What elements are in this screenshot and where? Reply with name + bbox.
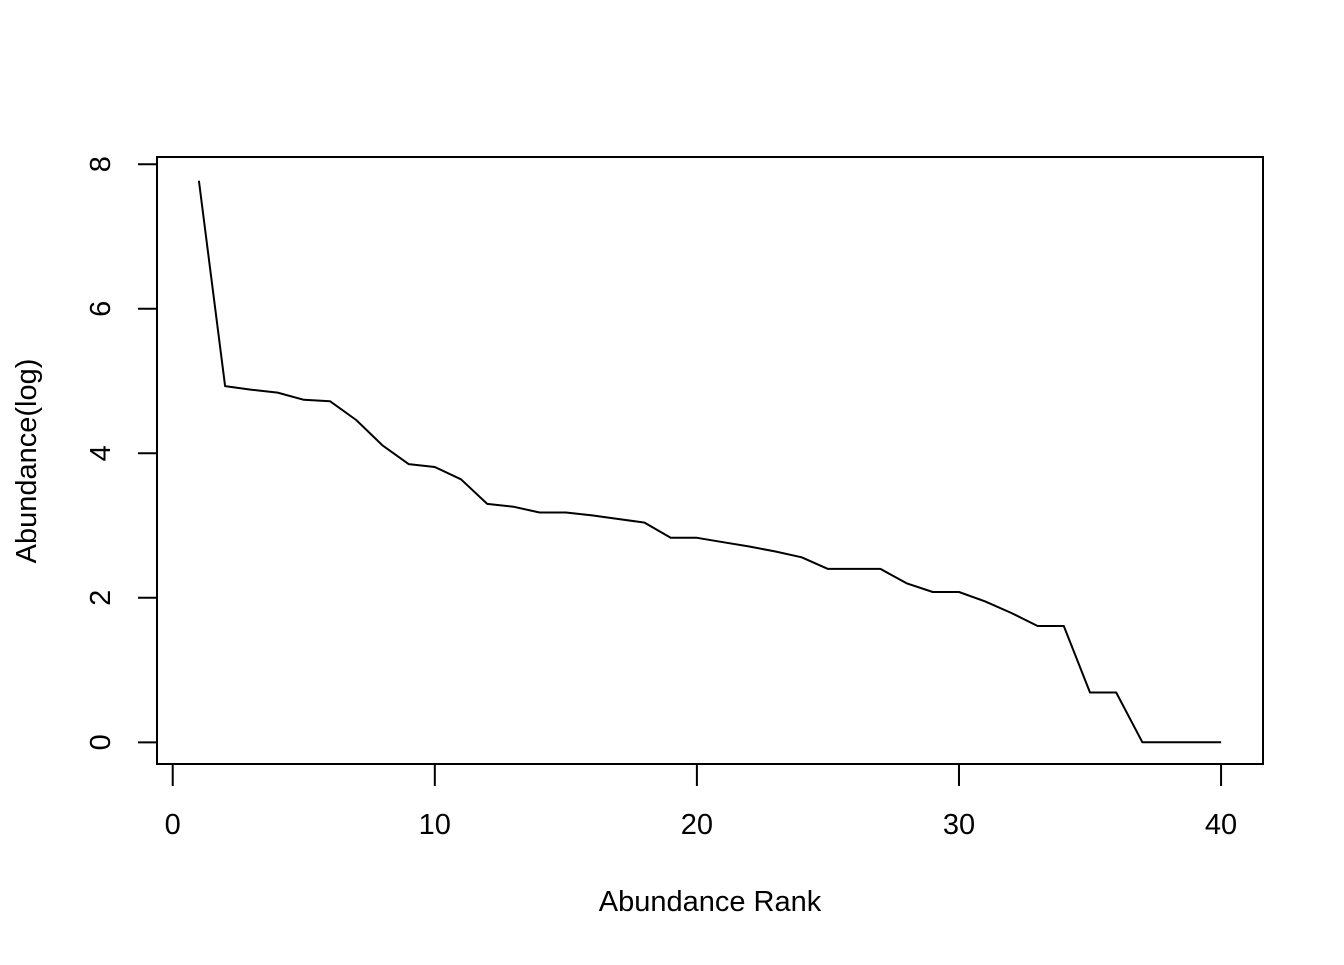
y-tick-label: 8 bbox=[85, 156, 117, 172]
y-tick-label: 6 bbox=[85, 301, 117, 317]
y-axis-label: Abundance(log) bbox=[11, 359, 43, 564]
x-axis-label: Abundance Rank bbox=[599, 886, 822, 918]
y-tick-label: 4 bbox=[85, 445, 117, 461]
x-tick-label: 0 bbox=[165, 809, 181, 841]
x-tick-label: 10 bbox=[419, 809, 451, 841]
y-tick-label: 2 bbox=[85, 590, 117, 606]
x-tick-label: 30 bbox=[943, 809, 975, 841]
x-tick-label: 20 bbox=[681, 809, 713, 841]
series-line bbox=[197, 180, 1222, 744]
series-layer bbox=[197, 180, 1222, 744]
x-tick-label: 40 bbox=[1205, 809, 1237, 841]
x-axis: 0 10 20 30 40 bbox=[165, 763, 1237, 841]
y-tick-label: 0 bbox=[85, 734, 117, 750]
plot-frame bbox=[156, 156, 1264, 765]
y-axis: 0 2 4 6 8 bbox=[85, 156, 158, 750]
